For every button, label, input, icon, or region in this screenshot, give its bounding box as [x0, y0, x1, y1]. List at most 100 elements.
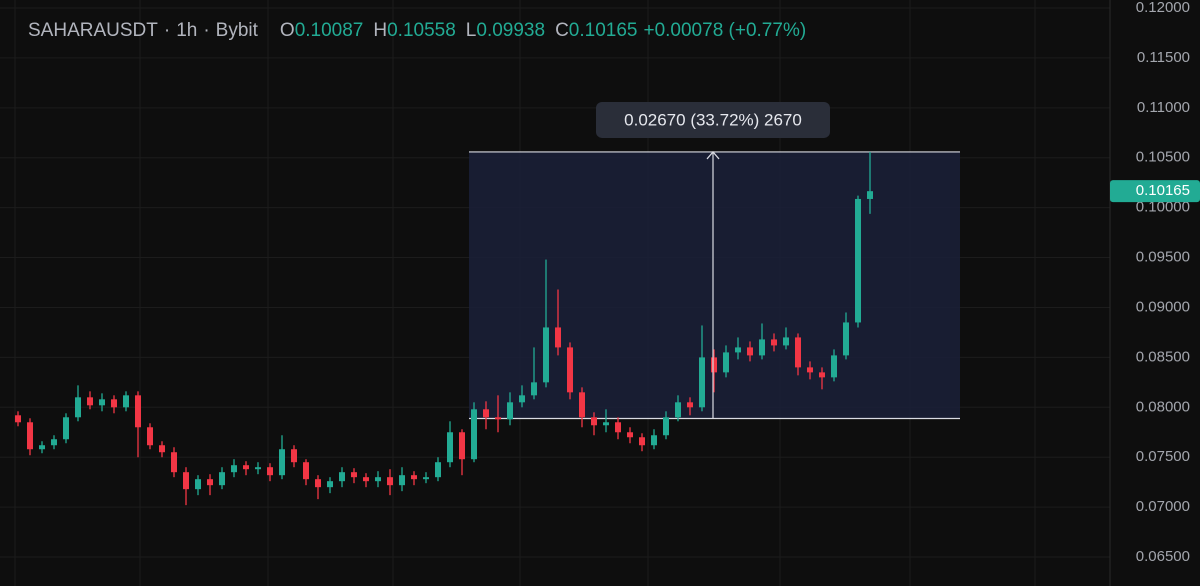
y-tick-label: 0.11000: [1137, 99, 1190, 116]
candle-body: [63, 417, 69, 440]
y-tick-label: 0.07000: [1136, 498, 1190, 515]
candle-body: [159, 445, 165, 453]
candle-body: [471, 409, 477, 460]
candle-body: [423, 477, 429, 480]
candle-body: [663, 417, 669, 436]
candle-body: [639, 437, 645, 446]
candle-body: [567, 347, 573, 393]
candle-body: [111, 399, 117, 408]
ohlc-item: O0.10087: [280, 20, 363, 42]
y-tick-label: 0.10500: [1136, 149, 1190, 166]
ohlc-item: C0.10165: [555, 20, 637, 42]
ohlc-label: L: [465, 20, 477, 41]
ohlc-item: H0.10558: [373, 20, 455, 42]
ohlc-values: O0.10087 H0.10558 L0.09938 C0.10165: [280, 20, 638, 42]
candle-body: [831, 355, 837, 378]
candle-body: [771, 339, 777, 346]
candle-body: [591, 417, 597, 426]
measure-arrowhead: [706, 151, 720, 160]
candle-body: [231, 465, 237, 473]
candle-body: [495, 417, 501, 420]
candle-body: [147, 427, 153, 446]
candle-body: [135, 395, 141, 428]
candle-body: [747, 347, 753, 356]
measure-label: 0.02670 (33.72%) 2670: [624, 110, 802, 129]
candle-body: [411, 475, 417, 480]
ohlc-value: 0.09938: [476, 20, 546, 41]
y-tick-label: 0.06500: [1136, 548, 1190, 565]
candle-body: [723, 352, 729, 373]
candle-body: [651, 435, 657, 446]
y-tick-label: 0.09500: [1136, 249, 1190, 266]
candle-body: [483, 409, 489, 418]
candle-body: [267, 467, 273, 476]
candle-body: [711, 357, 717, 373]
ohlc-value: 0.10165: [568, 20, 638, 41]
candle-body: [699, 357, 705, 408]
ohlc-label: C: [555, 20, 569, 41]
last-price-tag: [1110, 180, 1200, 203]
symbol: SAHARAUSDT: [28, 20, 158, 41]
candle-body: [243, 465, 249, 470]
candle-body: [375, 477, 381, 482]
separator: ·: [203, 20, 210, 41]
last-price-label: 0.10165: [1136, 182, 1190, 199]
candle-body: [207, 479, 213, 486]
y-tick-label: 0.08500: [1136, 348, 1190, 365]
ohlc-value: 0.10087: [294, 20, 364, 41]
candle-body: [603, 422, 609, 426]
candle-body: [315, 479, 321, 488]
candle-body: [519, 395, 525, 403]
candle-body: [51, 439, 57, 446]
candle-body: [579, 392, 585, 418]
candle-body: [507, 402, 513, 420]
candle-body: [87, 397, 93, 406]
candle-body: [219, 472, 225, 486]
candle-body: [123, 395, 129, 408]
y-tick-label: 0.08000: [1136, 398, 1190, 415]
candle-body: [735, 347, 741, 353]
candle-body: [339, 472, 345, 482]
candle-body: [843, 322, 849, 356]
candle-body: [171, 452, 177, 473]
ohlc-value: 0.10558: [387, 20, 456, 41]
candle-body: [15, 415, 21, 423]
candle-body: [351, 472, 357, 478]
ohlc-label: H: [373, 20, 388, 41]
candle-body: [447, 432, 453, 463]
exchange: Bybit: [215, 20, 258, 41]
measure-label-box: [596, 101, 830, 138]
ohlc-item: L0.09938: [466, 20, 545, 42]
candle-body: [303, 462, 309, 480]
candle-body: [435, 462, 441, 478]
candle-body: [39, 445, 45, 450]
candle-body: [387, 477, 393, 486]
candle-body: [759, 339, 765, 356]
candle-body: [807, 367, 813, 373]
separator: ·: [163, 20, 171, 41]
candle-body: [627, 432, 633, 438]
candle-body: [531, 382, 537, 396]
candle-body: [195, 479, 201, 490]
price-change: +0.00078 (+0.77%): [643, 20, 807, 41]
header: SAHARAUSDT · 1h · Bybit O0.10087 H0.10558…: [28, 20, 806, 42]
candle-body: [855, 198, 861, 323]
candle-body: [279, 449, 285, 476]
candle-body: [255, 467, 261, 470]
y-tick-label: 0.12000: [1136, 0, 1190, 16]
y-tick-label: 0.09000: [1136, 298, 1190, 315]
candle-body: [795, 337, 801, 368]
candle-body: [183, 472, 189, 490]
candle-body: [27, 422, 33, 450]
interval: 1h: [176, 20, 198, 41]
candle-body: [867, 191, 873, 199]
candle-body: [675, 402, 681, 418]
candle-body: [399, 475, 405, 486]
candle-body: [363, 477, 369, 482]
y-tick-label: 0.07500: [1136, 448, 1190, 465]
candle-body: [75, 397, 81, 418]
candle-body: [783, 337, 789, 346]
candle-body: [555, 327, 561, 348]
